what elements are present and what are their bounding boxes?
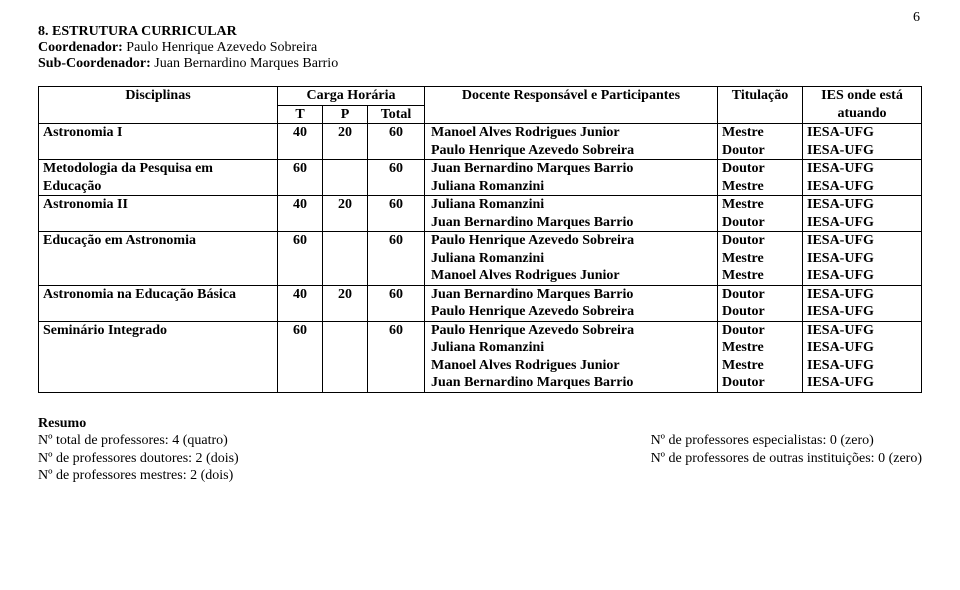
cell-disciplina: Astronomia I — [39, 124, 278, 160]
resume-row: Resumo Nº total de professores: 4 (quatr… — [38, 415, 922, 485]
cell-docentes: Paulo Henrique Azevedo SobreiraJuliana R… — [425, 232, 718, 286]
cell-docentes: Manoel Alves Rodrigues JuniorPaulo Henri… — [425, 124, 718, 160]
cell-docentes: Juan Bernardino Marques BarrioPaulo Henr… — [425, 285, 718, 321]
table-row: Astronomia I402060Manoel Alves Rodrigues… — [39, 124, 922, 160]
cell-ies: IESA-UFGIESA-UFG — [803, 196, 922, 232]
cell-t: 40 — [278, 124, 323, 160]
cell-titulacao: MestreDoutor — [718, 124, 803, 160]
cell-titulacao: MestreDoutor — [718, 196, 803, 232]
cell-total: 60 — [368, 285, 425, 321]
resume-left-line: Nº de professores doutores: 2 (dois) — [38, 450, 239, 468]
page: 6 8. ESTRUTURA CURRICULAR Coordenador: P… — [0, 0, 960, 590]
table-row: Astronomia na Educação Básica402060Juan … — [39, 285, 922, 321]
coord-name: Paulo Henrique Azevedo Sobreira — [126, 40, 317, 55]
table-row: Educação em Astronomia6060Paulo Henrique… — [39, 232, 922, 286]
table-header-row-1: Disciplinas Carga Horária Docente Respon… — [39, 87, 922, 106]
cell-t: 60 — [278, 232, 323, 286]
cell-disciplina: Seminário Integrado — [39, 321, 278, 392]
header-docente: Docente Responsável e Participantes — [425, 87, 718, 124]
curriculum-table: Disciplinas Carga Horária Docente Respon… — [38, 86, 922, 393]
cell-docentes: Paulo Henrique Azevedo SobreiraJuliana R… — [425, 321, 718, 392]
cell-titulacao: DoutorMestre — [718, 160, 803, 196]
subcoord-line: Sub-Coordenador: Juan Bernardino Marques… — [38, 56, 922, 72]
table-body: Astronomia I402060Manoel Alves Rodrigues… — [39, 124, 922, 393]
header-ies: IES onde está atuando — [803, 87, 922, 124]
section-title: 8. ESTRUTURA CURRICULAR — [38, 24, 922, 40]
resume-left-line: Nº de professores mestres: 2 (dois) — [38, 467, 239, 485]
cell-t: 40 — [278, 196, 323, 232]
cell-ies: IESA-UFGIESA-UFGIESA-UFG — [803, 232, 922, 286]
cell-ies: IESA-UFGIESA-UFG — [803, 124, 922, 160]
resume-left: Resumo Nº total de professores: 4 (quatr… — [38, 415, 239, 485]
cell-docentes: Juan Bernardino Marques BarrioJuliana Ro… — [425, 160, 718, 196]
cell-titulacao: DoutorMestreMestre — [718, 232, 803, 286]
subcoord-name: Juan Bernardino Marques Barrio — [154, 56, 338, 71]
cell-p: 20 — [323, 124, 368, 160]
cell-ies: IESA-UFGIESA-UFG — [803, 285, 922, 321]
cell-total: 60 — [368, 232, 425, 286]
cell-ies: IESA-UFGIESA-UFGIESA-UFGIESA-UFG — [803, 321, 922, 392]
header-p: P — [323, 105, 368, 124]
cell-t: 60 — [278, 321, 323, 392]
resume-right: Nº de professores especialistas: 0 (zero… — [651, 415, 922, 485]
table-row: Metodologia da Pesquisa em Educação6060J… — [39, 160, 922, 196]
cell-ies: IESA-UFGIESA-UFG — [803, 160, 922, 196]
cell-p — [323, 232, 368, 286]
cell-docentes: Juliana RomanziniJuan Bernardino Marques… — [425, 196, 718, 232]
cell-total: 60 — [368, 196, 425, 232]
subcoord-label: Sub-Coordenador: — [38, 56, 151, 71]
table-row: Astronomia II402060Juliana RomanziniJuan… — [39, 196, 922, 232]
cell-disciplina: Astronomia II — [39, 196, 278, 232]
cell-total: 60 — [368, 160, 425, 196]
cell-disciplina: Astronomia na Educação Básica — [39, 285, 278, 321]
cell-p: 20 — [323, 285, 368, 321]
cell-disciplina: Metodologia da Pesquisa em Educação — [39, 160, 278, 196]
cell-p: 20 — [323, 196, 368, 232]
cell-titulacao: DoutorMestreMestreDoutor — [718, 321, 803, 392]
header-titulacao: Titulação — [718, 87, 803, 124]
header-total: Total — [368, 105, 425, 124]
cell-titulacao: DoutorDoutor — [718, 285, 803, 321]
cell-t: 40 — [278, 285, 323, 321]
header-t: T — [278, 105, 323, 124]
cell-t: 60 — [278, 160, 323, 196]
cell-p — [323, 321, 368, 392]
resume-title: Resumo — [38, 415, 239, 433]
cell-disciplina: Educação em Astronomia — [39, 232, 278, 286]
cell-total: 60 — [368, 124, 425, 160]
cell-p — [323, 160, 368, 196]
cell-total: 60 — [368, 321, 425, 392]
resume-left-line: Nº total de professores: 4 (quatro) — [38, 432, 239, 450]
header-carga-horaria: Carga Horária — [278, 87, 425, 106]
page-number: 6 — [913, 10, 920, 26]
header-disciplinas: Disciplinas — [39, 87, 278, 124]
resume-right-line: Nº de professores especialistas: 0 (zero… — [651, 432, 922, 450]
resume-right-line: Nº de professores de outras instituições… — [651, 450, 922, 468]
table-row: Seminário Integrado6060Paulo Henrique Az… — [39, 321, 922, 392]
coord-label: Coordenador: — [38, 40, 123, 55]
coord-line: Coordenador: Paulo Henrique Azevedo Sobr… — [38, 40, 922, 56]
